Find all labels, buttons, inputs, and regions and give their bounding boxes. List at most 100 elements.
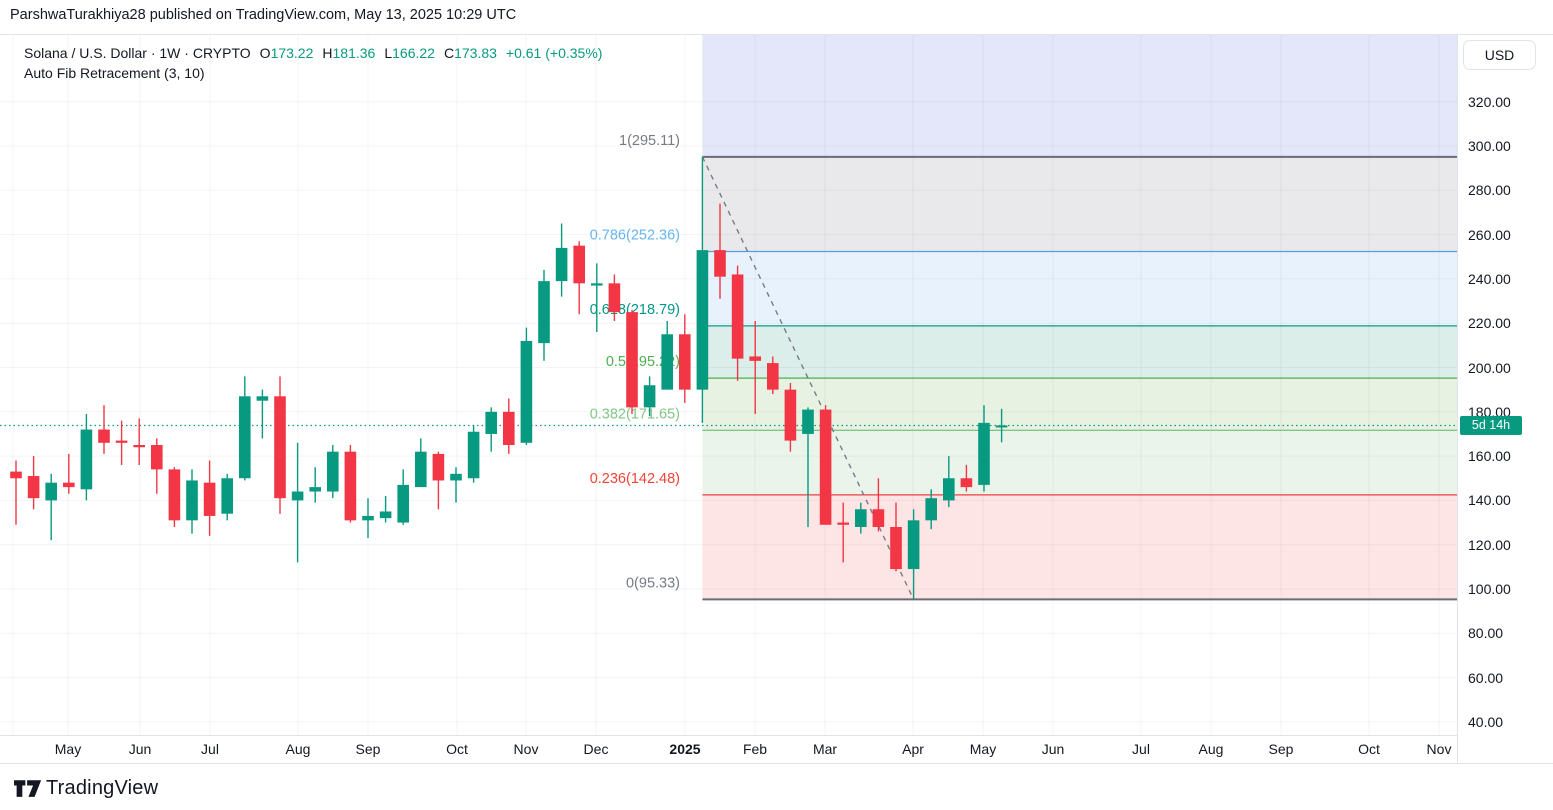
candle-down <box>503 411 515 446</box>
candle-up <box>397 484 409 523</box>
candle-down <box>63 482 75 488</box>
candle-down <box>679 334 691 390</box>
fib-band <box>702 325 1457 379</box>
tradingview-brand[interactable]: TradingView <box>46 777 159 799</box>
fib-band <box>702 430 1457 495</box>
ohlc-open: O173.22 <box>259 45 314 61</box>
chart-legend: Solana / U.S. Dollar · 1W · CRYPTO O173.… <box>24 45 602 81</box>
time-tick: Dec <box>583 741 609 757</box>
candle-up <box>450 473 462 481</box>
candle-down <box>608 283 621 313</box>
time-tick: Aug <box>1198 741 1224 757</box>
time-tick: Jun <box>1041 741 1065 757</box>
time-axis[interactable]: May Jun Jul Aug Sep Oct Nov Dec 2025 Feb Mar Apr May… <box>0 736 1457 763</box>
candle-down <box>837 522 849 525</box>
currency-button[interactable]: USD <box>1463 40 1536 70</box>
price-axis[interactable]: USD 320.00 300.00 280.00 260.00 240.00 220.00… <box>1458 35 1553 763</box>
candle-down <box>274 396 286 499</box>
candle-up <box>362 515 374 521</box>
ohlc-low: L166.22 <box>384 45 435 61</box>
candle-down <box>626 312 638 408</box>
fib-level-label: 0.786(252.36) <box>590 228 680 244</box>
price-tick: 300.00 <box>1468 138 1511 154</box>
time-tick: Aug <box>285 741 311 757</box>
fib-band <box>702 378 1457 431</box>
time-tick: Oct <box>1358 741 1380 757</box>
candle-up <box>661 334 673 390</box>
price-tick: 200.00 <box>1468 359 1511 376</box>
divider <box>0 735 1457 736</box>
candle-up <box>943 478 955 501</box>
time-tick: Feb <box>742 741 768 757</box>
candle-up <box>327 451 339 492</box>
fib-level-label: 0.236(142.48) <box>590 471 680 487</box>
candle-up <box>925 498 937 521</box>
fib-level-label: 1(295.11) <box>619 133 680 149</box>
candle-down <box>890 526 902 570</box>
candle-up <box>309 487 321 492</box>
tradingview-logo-icon[interactable] <box>14 779 42 799</box>
candle-up <box>538 281 550 344</box>
candle-up <box>221 478 233 514</box>
candle-up <box>256 396 269 401</box>
price-tick: 240.00 <box>1468 270 1511 287</box>
candle-up <box>467 431 480 479</box>
time-tick: Sep <box>1268 741 1294 757</box>
time-tick: Sep <box>355 741 381 757</box>
fib-level-label: 0(95.33) <box>626 575 680 591</box>
chart-canvas[interactable]: 1(295.11)0.786(252.36)0.618(218.79)0.5(1… <box>0 35 1457 735</box>
price-tick: 120.00 <box>1468 536 1511 553</box>
candle-up <box>45 482 57 501</box>
candle-up <box>907 520 920 570</box>
candle-down <box>960 478 973 488</box>
fib-band <box>702 156 1457 252</box>
candle-up <box>291 491 304 501</box>
price-tick: 60.00 <box>1468 669 1504 686</box>
time-tick: Nov <box>513 741 539 757</box>
indicator-label[interactable]: Auto Fib Retracement (3, 10) <box>24 65 205 81</box>
price-tick: 220.00 <box>1468 315 1511 332</box>
footer: TradingView <box>0 764 1553 810</box>
symbol-title[interactable]: Solana / U.S. Dollar · 1W · CRYPTO <box>24 45 251 61</box>
candle-up <box>485 411 497 434</box>
price-tick: 160.00 <box>1468 448 1511 465</box>
candle-up <box>379 511 392 519</box>
candle-down <box>98 429 110 443</box>
candle-up <box>643 385 656 408</box>
time-tick: Jul <box>201 741 219 757</box>
fib-band <box>702 251 1457 326</box>
candle-down <box>731 274 744 359</box>
time-tick: Apr <box>902 741 924 757</box>
candle-down <box>819 409 832 525</box>
price-tick: 100.00 <box>1468 581 1511 597</box>
candle-down <box>151 445 163 470</box>
candle-up <box>591 283 603 286</box>
time-tick: Jun <box>128 741 152 757</box>
bar-countdown-badge: 5d 14h <box>1460 415 1522 435</box>
divider <box>1457 34 1458 763</box>
time-tick: Jul <box>1132 741 1150 757</box>
candle-up <box>855 509 867 527</box>
candle-up <box>555 247 568 282</box>
symbol-row[interactable]: Solana / U.S. Dollar · 1W · CRYPTO O173.… <box>24 45 602 61</box>
price-tick: 140.00 <box>1468 492 1511 509</box>
candle-down <box>714 250 726 277</box>
candle-up <box>186 480 198 521</box>
candle-down <box>10 471 22 479</box>
candle-down <box>168 469 181 521</box>
candle-down <box>432 453 445 481</box>
candle-up <box>696 250 709 390</box>
ohlc-high: H181.36 <box>322 45 376 61</box>
candle-down <box>749 356 761 361</box>
price-tick: 320.00 <box>1468 93 1511 110</box>
price-tick: 40.00 <box>1468 713 1504 730</box>
price-tick: 260.00 <box>1468 226 1511 243</box>
ohlc-close: C173.83 <box>443 45 497 61</box>
time-tick: Mar <box>812 741 838 757</box>
candle-down <box>344 451 357 521</box>
candle-up <box>239 396 251 479</box>
time-tick: 2025 <box>669 741 701 757</box>
price-tick: 280.00 <box>1468 182 1511 199</box>
candle-up <box>978 422 990 485</box>
